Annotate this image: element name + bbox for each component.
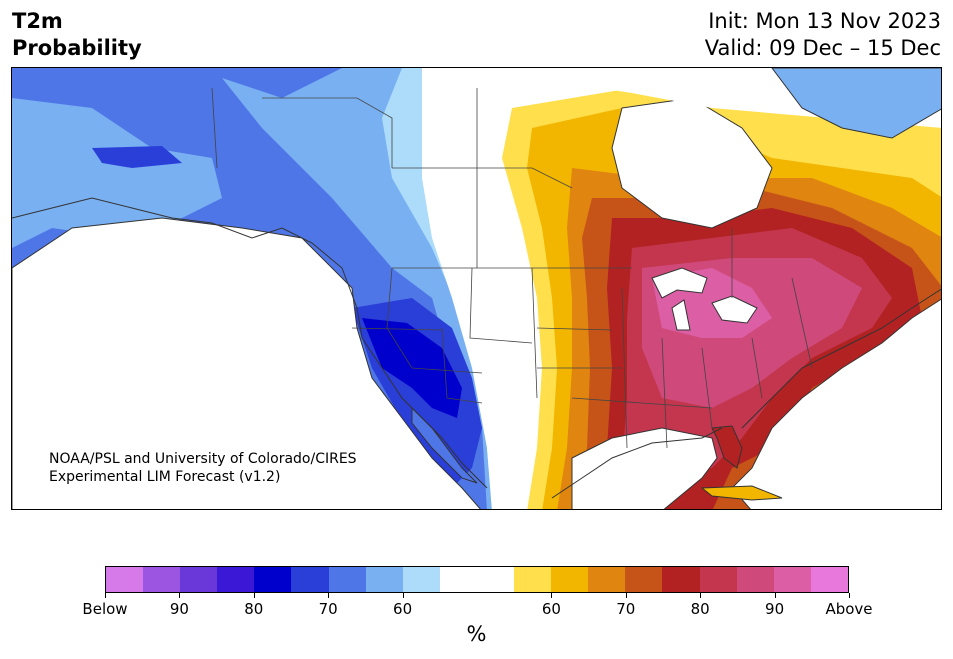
colorbar-segment	[476, 567, 515, 592]
colorbar-tick-label: 90	[765, 600, 785, 618]
colorbar-tick-label: Below	[82, 600, 128, 618]
colorbar-segment	[625, 567, 663, 592]
colorbar-tick-mark	[849, 593, 850, 598]
colorbar-tick-mark	[105, 593, 106, 598]
forecast-credit: NOAA/PSL and University of Colorado/CIRE…	[49, 450, 357, 486]
colorbar-tick-label: 60	[541, 600, 561, 618]
colorbar-segment	[810, 567, 848, 592]
cuba	[700, 485, 783, 501]
colorbar-unit: %	[466, 622, 487, 646]
valid-date: Valid: 09 Dec – 15 Dec	[704, 36, 941, 60]
colorbar-segment	[736, 567, 774, 592]
colorbar-tick-mark	[700, 593, 702, 598]
greenland	[771, 68, 941, 139]
colorbar-segment	[514, 567, 552, 592]
gulf-of-mexico	[571, 427, 718, 509]
colorbar-segment	[254, 567, 292, 592]
map-title: T2m Probability	[12, 8, 142, 62]
baja-california	[411, 406, 478, 484]
colorbar-segment	[143, 567, 181, 592]
credit-line-1: NOAA/PSL and University of Colorado/CIRE…	[49, 451, 357, 467]
colorbar-tick-mark	[402, 593, 404, 598]
colorbar-segment	[291, 567, 329, 592]
coastlines	[12, 197, 941, 499]
colorbar-tick-label: 80	[244, 600, 264, 618]
init-date: Init: Mon 13 Nov 2023	[708, 9, 941, 33]
colorbar-segment	[588, 567, 626, 592]
cold-band-70-west	[12, 98, 222, 248]
colorbar-segment	[699, 567, 737, 592]
atlantic-ocean	[731, 298, 941, 509]
political-borders	[211, 87, 813, 449]
title-line-2: Probability	[12, 36, 142, 60]
pacific-ocean	[12, 217, 481, 509]
colorbar-tick-label: 80	[690, 600, 710, 618]
colorbar-segment	[439, 567, 477, 592]
colorbar-tick-label: 70	[616, 600, 636, 618]
colorbar-segment	[773, 567, 811, 592]
colorbar-tick-mark	[328, 593, 330, 598]
title-line-1: T2m	[12, 9, 63, 33]
colorbar-segment	[180, 567, 218, 592]
forecast-map	[12, 68, 941, 509]
florida	[711, 425, 743, 469]
colorbar-tick-label: Above	[825, 600, 873, 618]
colorbar-segment	[402, 567, 440, 592]
colorbar-segment	[365, 567, 403, 592]
colorbar-tick-label: 60	[393, 600, 413, 618]
hudson-bay	[611, 97, 773, 229]
map-panel	[11, 67, 942, 510]
colorbar-segment	[217, 567, 255, 592]
colorbar-segment	[551, 567, 589, 592]
colorbar-tick-label: 70	[318, 600, 338, 618]
colorbar-segment	[662, 567, 700, 592]
arctic-waters	[432, 68, 772, 108]
great-lakes	[651, 267, 758, 331]
colorbar-tick-mark	[253, 593, 255, 598]
alaska-core	[92, 146, 182, 168]
colorbar-tick-mark	[625, 593, 627, 598]
colorbar-segment	[106, 567, 144, 592]
colorbar-tick-mark	[551, 593, 553, 598]
colorbar-segment	[328, 567, 366, 592]
forecast-dates: Init: Mon 13 Nov 2023 Valid: 09 Dec – 15…	[705, 8, 941, 62]
colorbar-tick-mark	[774, 593, 776, 598]
colorbar-tick-mark	[179, 593, 181, 598]
colorbar	[105, 566, 849, 593]
credit-line-2: Experimental LIM Forecast (v1.2)	[49, 469, 281, 485]
colorbar-tick-label: 90	[169, 600, 189, 618]
